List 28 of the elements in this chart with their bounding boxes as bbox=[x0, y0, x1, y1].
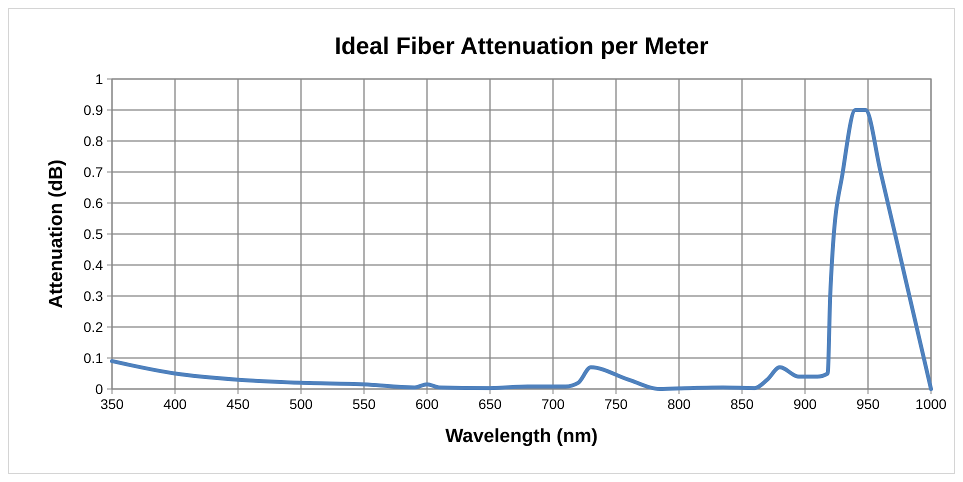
y-tick-label: 0.3 bbox=[84, 288, 104, 304]
x-tick-label: 1000 bbox=[915, 396, 947, 412]
y-axis-title: Attenuation (dB) bbox=[46, 160, 67, 308]
y-tick-label: 0.4 bbox=[84, 257, 104, 273]
x-tick-label: 800 bbox=[667, 396, 691, 412]
x-tick-label: 750 bbox=[604, 396, 628, 412]
y-tick-label: 0.9 bbox=[84, 102, 104, 118]
y-tick-label: 0 bbox=[95, 381, 104, 397]
x-tick-label: 600 bbox=[415, 396, 439, 412]
y-tick-label: 0.1 bbox=[84, 350, 104, 366]
x-tick-label: 850 bbox=[730, 396, 754, 412]
y-tick-label: 1 bbox=[95, 71, 104, 87]
y-tick-label: 0.5 bbox=[84, 226, 104, 242]
x-tick-label: 450 bbox=[226, 396, 250, 412]
x-tick-label: 650 bbox=[478, 396, 502, 412]
chart-title: Ideal Fiber Attenuation per Meter bbox=[334, 33, 708, 60]
x-tick-label: 400 bbox=[163, 396, 187, 412]
x-tick-label: 500 bbox=[289, 396, 313, 412]
x-tick-label: 950 bbox=[856, 396, 880, 412]
x-axis-title: Wavelength (nm) bbox=[445, 426, 598, 447]
x-tick-label: 350 bbox=[100, 396, 124, 412]
y-tick-label: 0.8 bbox=[84, 133, 104, 149]
y-tick-label: 0.7 bbox=[84, 164, 104, 180]
x-tick-label: 550 bbox=[352, 396, 376, 412]
x-tick-label: 700 bbox=[541, 396, 565, 412]
y-tick-label: 0.6 bbox=[84, 195, 104, 211]
y-tick-label: 0.2 bbox=[84, 319, 104, 335]
x-tick-label: 900 bbox=[793, 396, 817, 412]
